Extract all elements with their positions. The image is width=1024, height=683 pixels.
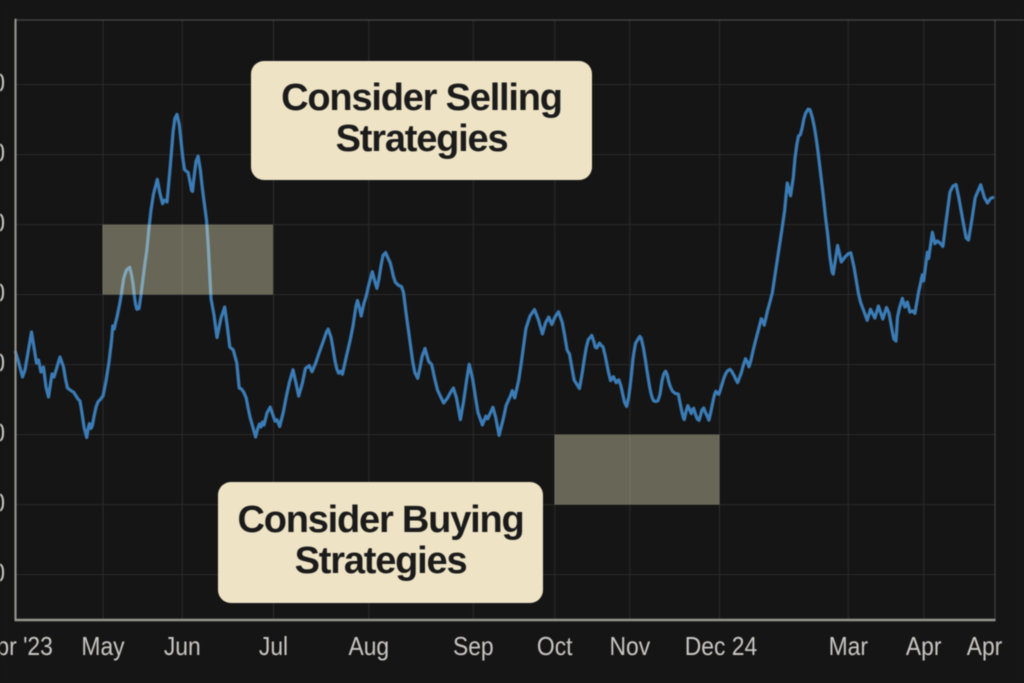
- svg-text:May: May: [81, 633, 125, 662]
- svg-text:0: 0: [0, 209, 5, 238]
- svg-text:0: 0: [0, 279, 5, 308]
- svg-text:Sep: Sep: [453, 633, 494, 662]
- svg-text:0: 0: [0, 559, 5, 588]
- svg-text:Aug: Aug: [348, 633, 389, 662]
- svg-text:Nov: Nov: [609, 633, 650, 662]
- svg-text:Apr '23: Apr '23: [0, 633, 53, 662]
- svg-text:Oct: Oct: [537, 633, 573, 662]
- svg-text:0: 0: [0, 489, 5, 518]
- svg-text:Mar: Mar: [829, 633, 868, 662]
- svg-text:Apr: Apr: [906, 633, 942, 662]
- svg-text:0: 0: [0, 349, 5, 378]
- svg-text:Dec 24: Dec 24: [685, 633, 757, 662]
- svg-text:0: 0: [0, 69, 5, 98]
- svg-text:Jul: Jul: [259, 633, 288, 662]
- svg-text:0: 0: [0, 419, 5, 448]
- svg-text:0: 0: [0, 139, 5, 168]
- svg-text:Apr: Apr: [967, 633, 1003, 662]
- svg-text:Jun: Jun: [164, 633, 201, 662]
